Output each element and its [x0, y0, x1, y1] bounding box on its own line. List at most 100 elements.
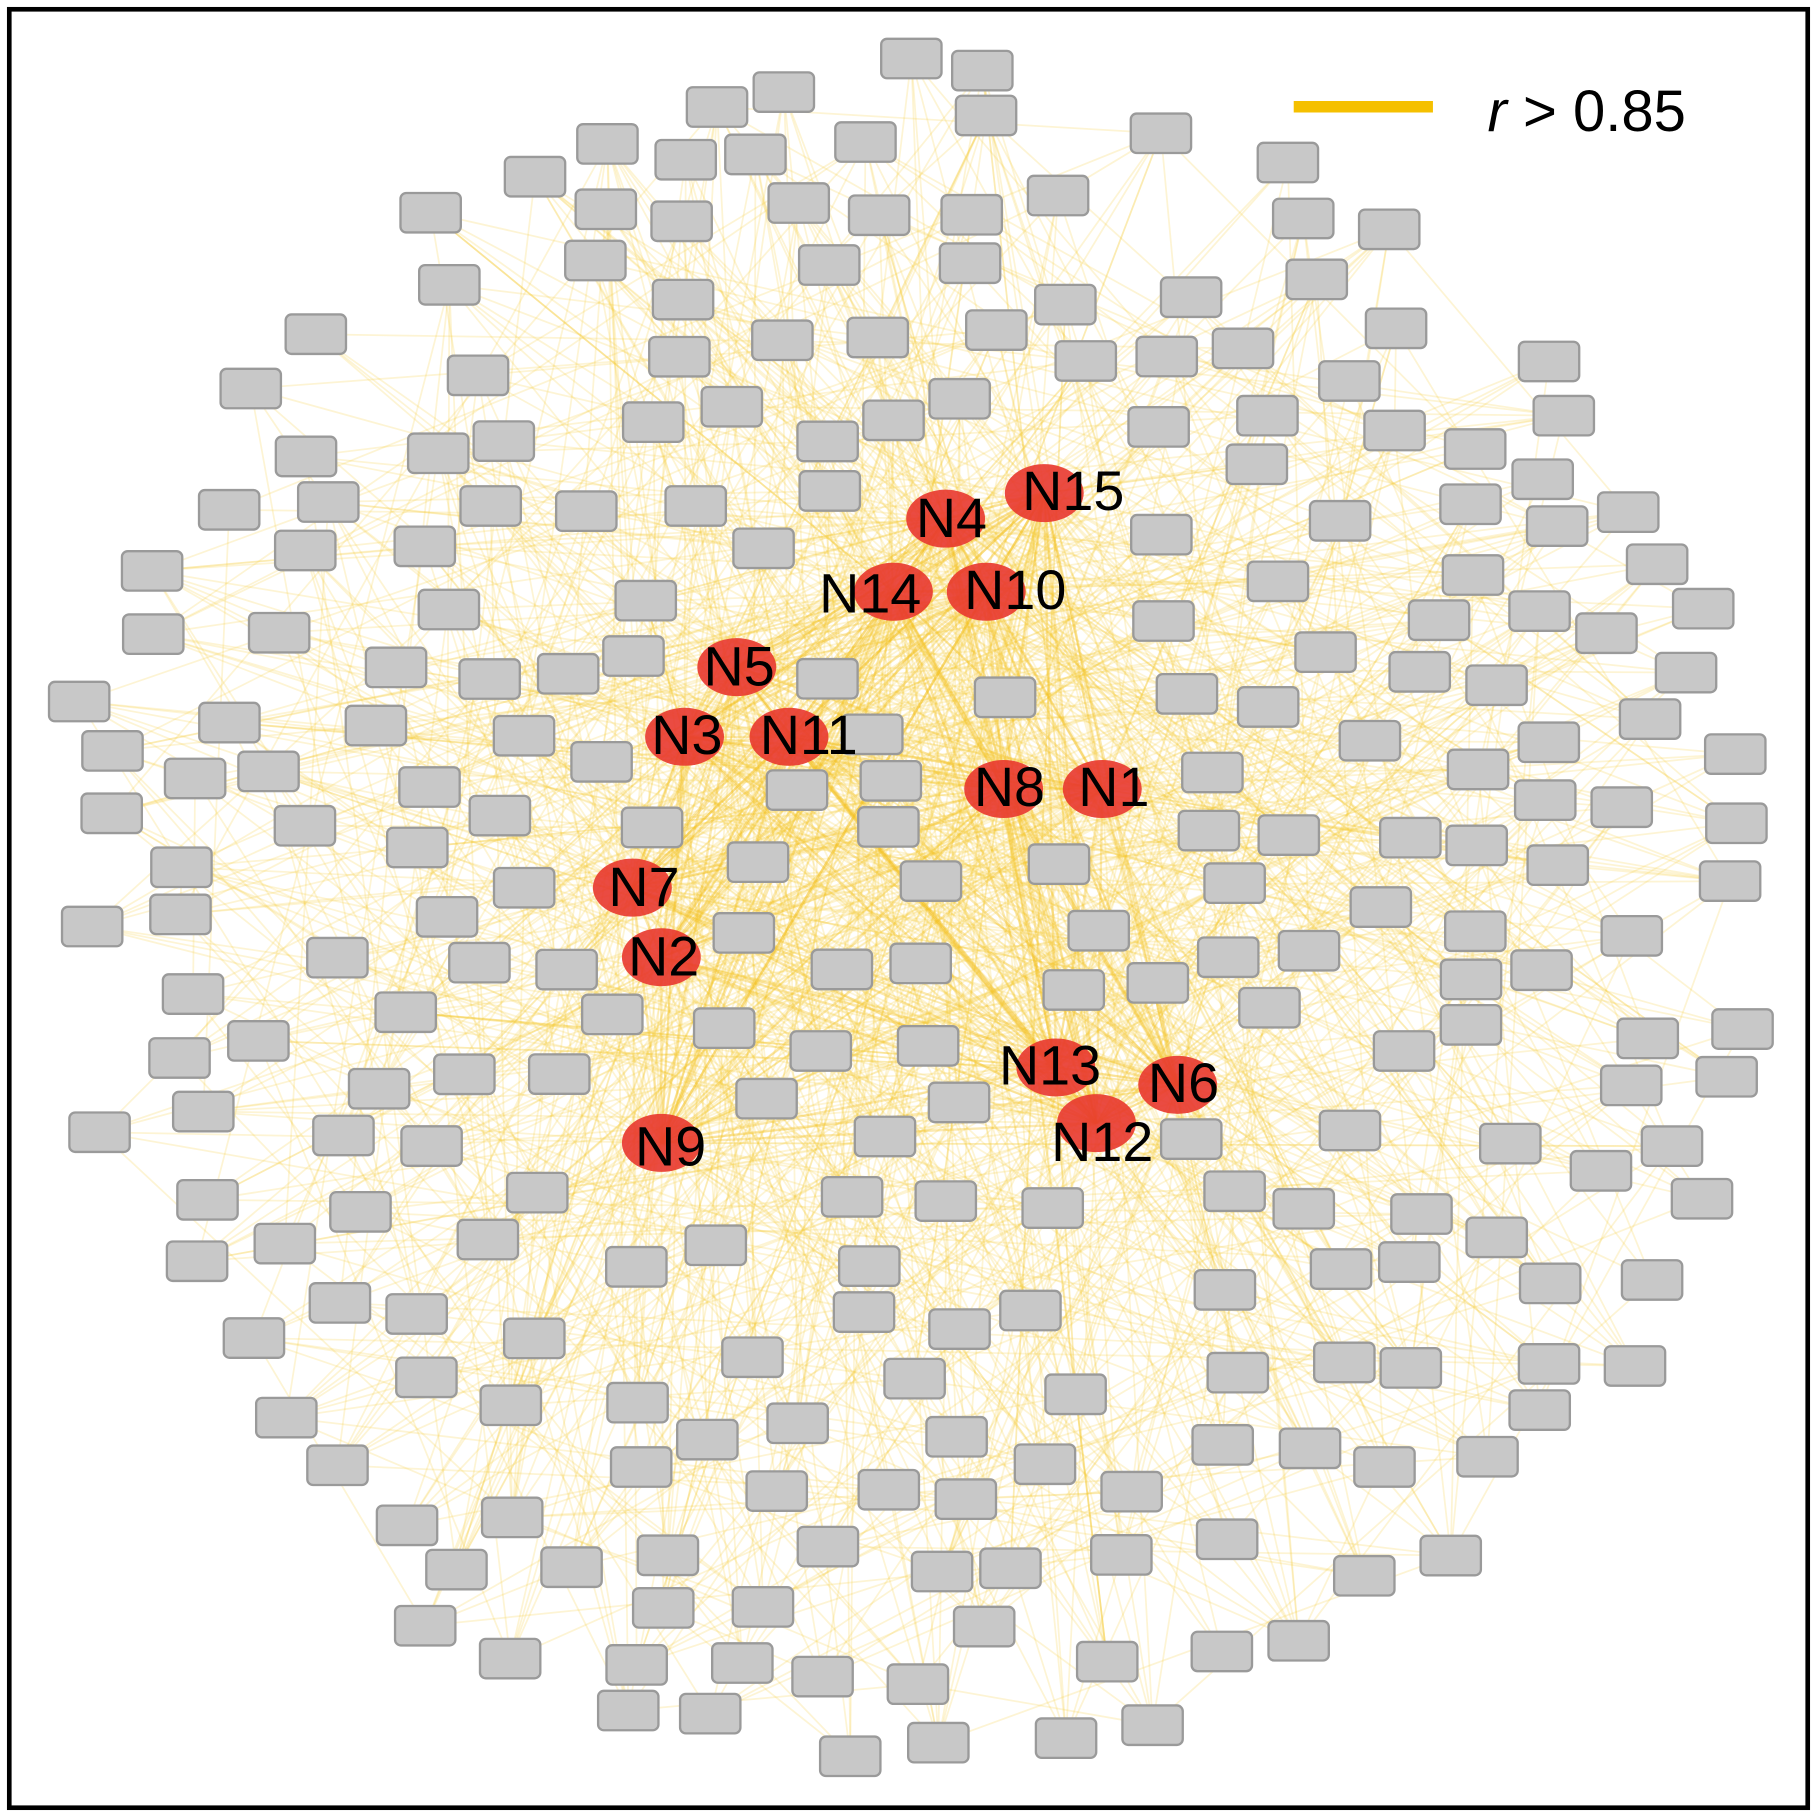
edge — [878, 214, 1104, 790]
gray-node — [171, 1090, 235, 1133]
edge — [487, 788, 1103, 1241]
edge — [304, 549, 822, 1052]
gray-node — [1703, 733, 1767, 775]
gray-node — [149, 893, 212, 936]
edge — [153, 633, 932, 882]
gray-node — [1517, 1343, 1581, 1385]
gray-node — [1034, 283, 1097, 326]
edge — [892, 591, 1366, 1577]
edge — [684, 735, 1004, 791]
gray-node — [952, 1605, 1016, 1648]
gray-node — [1090, 1534, 1153, 1576]
legend-condition: > 0.85 — [1523, 79, 1686, 144]
edge — [893, 590, 1731, 882]
gray-node — [1332, 1554, 1396, 1597]
gray-node — [954, 94, 1018, 137]
edge — [985, 590, 1623, 809]
gray-node — [446, 354, 510, 397]
edge — [510, 420, 895, 1406]
legend-variable: r — [1487, 79, 1509, 144]
gray-node — [1246, 560, 1310, 603]
gray-node — [1013, 1443, 1077, 1486]
node-label: N6 — [1148, 1052, 1219, 1114]
edge — [571, 1367, 1412, 1569]
edge — [913, 492, 1046, 1379]
gray-node — [664, 485, 728, 527]
edge — [1224, 1289, 1452, 1557]
edge — [406, 632, 1607, 1527]
edge — [511, 788, 1005, 1518]
gray-node — [798, 470, 862, 512]
edge — [661, 956, 1057, 1069]
gray-node — [1388, 650, 1452, 693]
edge — [782, 339, 1651, 720]
gray-node — [1042, 969, 1106, 1011]
gray-node — [620, 806, 684, 849]
edge — [910, 58, 1104, 790]
edge — [743, 632, 1607, 934]
gray-node — [1225, 443, 1289, 486]
edge — [944, 518, 1305, 1210]
edge — [1101, 788, 1179, 1086]
edge — [1101, 279, 1318, 790]
edge — [736, 517, 947, 669]
edge — [695, 505, 1164, 622]
edge — [1055, 740, 1371, 1069]
edge — [821, 697, 1006, 1677]
edge — [1438, 619, 1737, 825]
edge — [944, 518, 1054, 1209]
gray-node — [458, 658, 521, 700]
node-label: N5 — [704, 635, 775, 697]
gray-node — [1616, 1017, 1680, 1060]
gray-node — [219, 367, 283, 410]
gray-node — [1364, 307, 1428, 350]
node-label: N13 — [999, 1034, 1101, 1096]
key-node — [1016, 1038, 1096, 1097]
edge — [851, 1196, 1488, 1458]
edge — [203, 1066, 1056, 1113]
gray-node — [1236, 394, 1299, 437]
edge — [944, 360, 1087, 520]
edge — [437, 452, 1057, 1069]
key-node — [645, 707, 725, 766]
gray-node — [306, 1444, 369, 1487]
gray-node — [789, 1030, 853, 1072]
edge — [180, 517, 947, 916]
gray-node — [535, 948, 598, 991]
gray-node — [1670, 1177, 1734, 1220]
edge — [1002, 788, 1057, 1068]
edge — [1043, 492, 1239, 1373]
gray-node — [724, 133, 787, 176]
edge — [736, 478, 1543, 669]
edge — [631, 735, 790, 889]
edge — [111, 812, 1488, 1458]
gray-node — [818, 1735, 882, 1778]
edge — [151, 570, 653, 829]
edge — [640, 518, 947, 1468]
gray-node — [692, 1007, 756, 1050]
edge — [709, 1490, 1133, 1715]
gray-node — [312, 1114, 375, 1157]
gray-node — [222, 1317, 286, 1359]
edge — [1064, 304, 1179, 1085]
edge — [788, 414, 1268, 738]
node-label: N3 — [651, 704, 722, 766]
gray-node — [721, 1336, 784, 1379]
gray-node — [296, 481, 360, 523]
edge — [964, 195, 1059, 1500]
edge — [1151, 229, 1391, 1726]
edge — [1065, 1123, 1098, 1739]
gray-node — [1456, 1435, 1519, 1478]
gray-node — [1596, 491, 1660, 534]
edge — [446, 176, 536, 917]
gray-node — [1590, 786, 1654, 829]
edge — [1177, 1084, 1550, 1365]
edge — [112, 510, 587, 752]
edge — [863, 822, 1737, 1313]
gray-node — [68, 1111, 131, 1154]
edge — [683, 159, 687, 737]
edge — [684, 736, 1075, 991]
edge — [955, 718, 1651, 1438]
node-label: N2 — [628, 925, 699, 987]
edge — [945, 517, 1728, 1078]
